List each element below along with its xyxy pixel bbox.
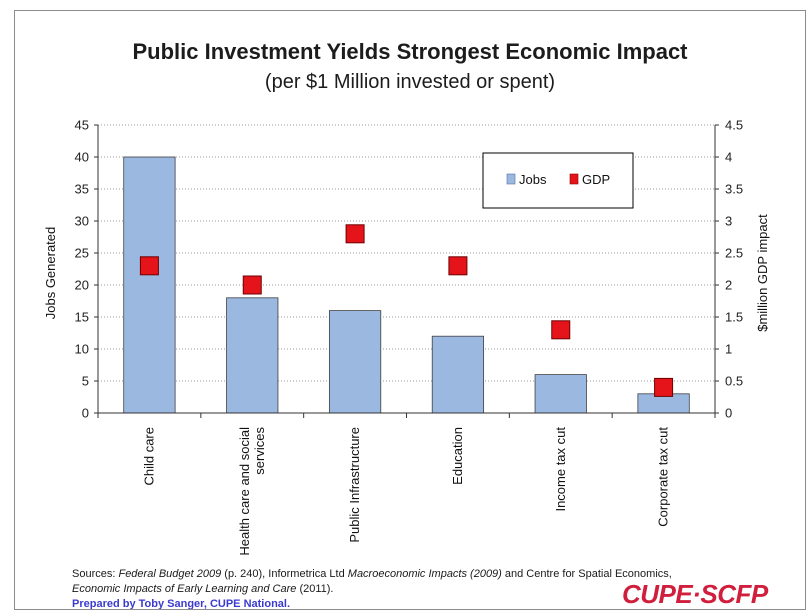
source-spatial-economics: Economic Impacts of Early Learning and C… <box>72 583 297 595</box>
y2-tick-label: 2.5 <box>725 246 743 261</box>
jobs-bar <box>123 156 176 414</box>
jobs-bar <box>534 374 587 414</box>
gridlines <box>98 124 715 382</box>
category-label: Public Infrastructure <box>347 427 362 543</box>
legend: Jobs GDP <box>482 152 634 209</box>
chart-subtitle: (per $1 Million invested or spent) <box>264 71 556 93</box>
category-label-line: Corporate tax cut <box>656 427 671 527</box>
chart-title: Public Investment Yields Strongest Econo… <box>132 39 688 64</box>
y-axis-label: Jobs Generated <box>43 227 58 320</box>
y2-tick-label: 4.5 <box>725 118 743 133</box>
y-tick-label: 5 <box>82 374 89 389</box>
jobs-bar <box>226 297 279 414</box>
source-federal-budget: Federal Budget 2009 <box>118 568 222 580</box>
y-tick-label: 0 <box>82 406 89 421</box>
gdp-marker <box>345 224 365 244</box>
legend-gdp-swatch <box>569 173 579 185</box>
category-label: Income tax cut <box>553 427 568 512</box>
legend-gdp-label: GDP <box>582 172 610 187</box>
category-labels: Child care Health care and social services… <box>141 427 670 556</box>
category-label-line: Public Infrastructure <box>347 427 362 543</box>
category-label-line: Education <box>450 427 465 485</box>
y2-tick-label: 0.5 <box>725 374 743 389</box>
y2-tick-label: 4 <box>725 150 732 165</box>
y-tick-label: 10 <box>75 342 89 357</box>
legend-jobs-swatch <box>506 173 516 185</box>
right-axis-ticks: 0 0.5 1 1.5 2 2.5 3 3.5 4 4.5 <box>715 118 743 421</box>
sources-note: Sources: Federal Budget 2009 (p. 240), I… <box>72 567 712 610</box>
gdp-marker <box>139 256 159 276</box>
prepared-by: Prepared by Toby Sanger, CUPE National. <box>72 598 291 610</box>
y2-tick-label: 1 <box>725 342 732 357</box>
left-axis-ticks: 0 5 10 15 20 25 30 35 40 45 <box>75 118 98 421</box>
y2-tick-label: 3 <box>725 214 732 229</box>
legend-jobs-label: Jobs <box>519 172 547 187</box>
category-label-line: Income tax cut <box>553 427 568 512</box>
gdp-marker <box>551 320 571 340</box>
y-tick-label: 15 <box>75 310 89 325</box>
sources-text-3: (2011). <box>296 583 334 595</box>
y2-tick-label: 2 <box>725 278 732 293</box>
y2-axis-label: $million GDP impact <box>755 214 770 332</box>
y2-tick-label: 3.5 <box>725 182 743 197</box>
category-label: Education <box>450 427 465 485</box>
category-label: Health care and social services <box>237 427 267 556</box>
sources-text-1: (p. 240), Informetrica Ltd <box>221 568 348 580</box>
category-label-line: services <box>252 427 267 475</box>
category-label: Corporate tax cut <box>656 427 671 527</box>
sources-prefix: Sources: <box>72 568 119 580</box>
category-label: Child care <box>141 427 156 486</box>
y-tick-label: 40 <box>75 150 89 165</box>
gdp-marker <box>448 256 468 276</box>
y-tick-label: 25 <box>75 246 89 261</box>
y-tick-label: 45 <box>75 118 89 133</box>
y-tick-label: 35 <box>75 182 89 197</box>
y2-tick-label: 0 <box>725 406 732 421</box>
axes <box>97 125 716 418</box>
gdp-marker <box>654 377 674 397</box>
bar-series-jobs <box>123 156 690 414</box>
chart-frame: Public Investment Yields Strongest Econo… <box>14 10 806 610</box>
y-tick-label: 20 <box>75 278 89 293</box>
y-tick-label: 30 <box>75 214 89 229</box>
jobs-bar <box>328 310 382 414</box>
sources-text-2: and Centre for Spatial Economics, <box>501 568 672 580</box>
category-label-line: Child care <box>141 427 156 486</box>
source-informetrica: Macroeconomic Impacts (2009) <box>347 568 502 580</box>
gdp-marker <box>242 275 262 295</box>
jobs-bar <box>431 335 485 414</box>
legend-box <box>482 152 634 209</box>
category-label-line: Health care and social <box>237 427 252 556</box>
cupe-scfp-logo: CUPE·SCFP <box>622 579 768 609</box>
marker-series-gdp <box>139 224 674 397</box>
y2-tick-label: 1.5 <box>725 310 743 325</box>
